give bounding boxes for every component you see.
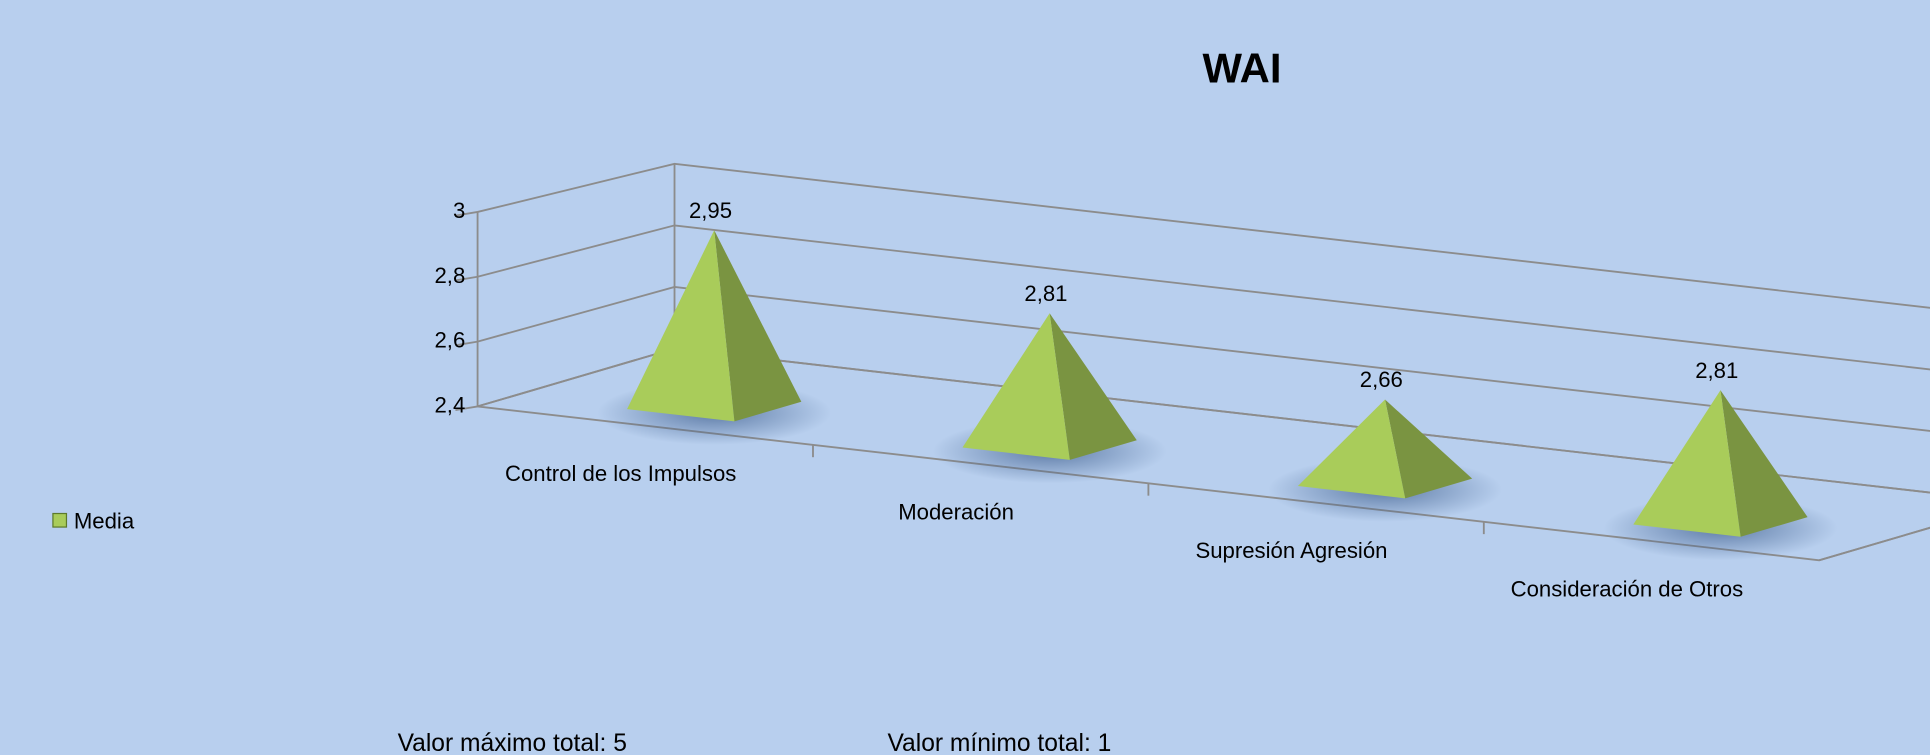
data-label: 2,66 (1360, 367, 1403, 392)
data-label: 2,81 (1024, 281, 1067, 306)
y-tick-label: 2,6 (434, 328, 465, 353)
grid-line (477, 162, 1930, 309)
x-tick-label: Supresión Agresión (1195, 538, 1387, 563)
pyramid-face-front (1633, 390, 1741, 537)
data-label: 2,81 (1695, 358, 1738, 383)
pyramid-face-right (1720, 390, 1808, 537)
y-tick (455, 405, 478, 412)
y-tick (455, 211, 478, 217)
x-tick-label: Consideración de Otros (1511, 576, 1744, 601)
y-tick (455, 275, 478, 282)
grid-line (477, 286, 1930, 432)
y-tick (455, 340, 478, 347)
x-tick-label: Moderación (898, 500, 1014, 525)
annotation: Valor mínimo total: 1 (887, 730, 1111, 755)
legend-swatch (52, 512, 68, 528)
x-tick-label: Control de los Impulsos (505, 461, 736, 486)
y-tick-label: 3 (453, 198, 465, 223)
grid-line (477, 224, 1930, 371)
pyramid-face-front (1297, 399, 1406, 499)
data-label: 2,95 (689, 198, 732, 223)
annotation: Valor máximo total: 5 (398, 730, 627, 755)
y-tick-label: 2,8 (434, 263, 465, 288)
legend-label: Media (74, 508, 135, 533)
pyramid-face-right (1049, 313, 1137, 460)
pyramid-face-front (962, 313, 1070, 460)
pyramid-face-right (1385, 399, 1473, 499)
y-tick-label: 2,4 (434, 393, 465, 418)
pyramid-face-front (627, 230, 735, 422)
chart-title: WAI (1202, 45, 1281, 92)
pyramid-face-right (714, 230, 802, 422)
wall-edge (1818, 526, 1930, 562)
